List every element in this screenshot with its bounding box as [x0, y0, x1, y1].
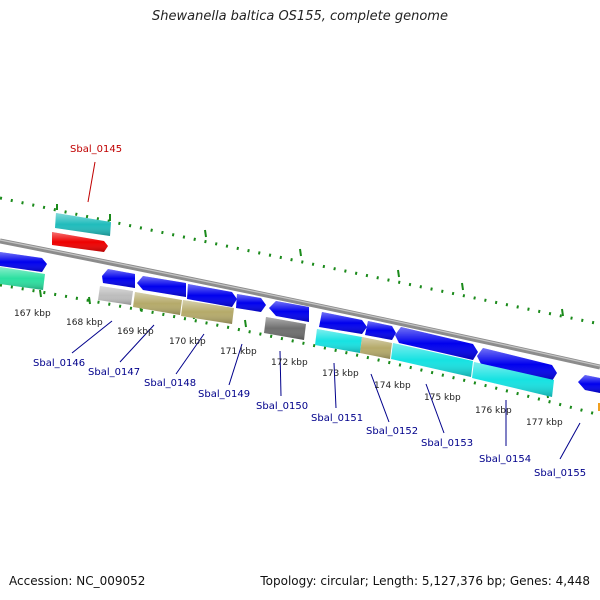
gene-sbal-0153-bar[interactable] [395, 327, 478, 360]
gene-sbal-0151-bar[interactable] [319, 312, 367, 334]
kbp-label: 171 kbp [220, 347, 257, 357]
gene-sbal-0147-bar[interactable] [137, 276, 186, 297]
feature-tan-3[interactable] [360, 337, 392, 359]
gene-label-sbal-0147[interactable]: Sbal_0147 [88, 367, 140, 378]
kbp-label: 174 kbp [374, 381, 411, 391]
gene-sbal-0146-bar[interactable] [102, 269, 135, 288]
gene-sbal-0145-bar[interactable] [52, 232, 108, 252]
gene-sbal-0155-bar[interactable] [578, 375, 600, 393]
outer-major-ticks [56, 204, 564, 317]
gene-label-sbal-0153[interactable]: Sbal_0153 [421, 438, 473, 449]
gene-label-sbal-0145[interactable]: Sbal_0145 [70, 144, 122, 155]
gene-left-blue[interactable] [0, 252, 47, 272]
kbp-label: 176 kbp [475, 406, 512, 416]
gene-label-sbal-0149[interactable]: Sbal_0149 [198, 389, 250, 400]
gene-label-sbal-0152[interactable]: Sbal_0152 [366, 426, 418, 437]
gene-teal-bar[interactable] [55, 213, 111, 236]
gene-sbal-0152-bar[interactable] [365, 321, 396, 340]
kbp-label: 173 kbp [322, 369, 359, 379]
feature-cyan-3[interactable] [472, 362, 554, 397]
kbp-label: 175 kbp [424, 393, 461, 403]
kbp-label: 177 kbp [526, 418, 563, 428]
feature-cyan-1[interactable] [315, 329, 362, 353]
gene-sbal-0154-bar[interactable] [477, 348, 557, 381]
kbp-label: 169 kbp [117, 327, 154, 337]
feature-tan-2[interactable] [181, 300, 234, 324]
feature-cyan-2[interactable] [391, 343, 473, 377]
gene-label-sbal-0150[interactable]: Sbal_0150 [256, 401, 308, 412]
kbp-label: 172 kbp [271, 358, 308, 368]
gene-sbal-0150-bar[interactable] [269, 301, 309, 322]
kbp-label: 167 kbp [14, 309, 51, 319]
gene-sbal-0148-bar[interactable] [187, 284, 237, 307]
kbp-label: 170 kbp [169, 337, 206, 347]
gene-label-sbal-0155[interactable]: Sbal_0155 [534, 468, 586, 479]
map-title: Shewanella baltica OS155, complete genom… [152, 9, 448, 24]
gene-left-green[interactable] [0, 267, 45, 290]
gene-label-sbal-0146[interactable]: Sbal_0146 [33, 358, 85, 369]
gene-label-sbal-0148[interactable]: Sbal_0148 [144, 378, 196, 389]
kbp-label: 168 kbp [66, 318, 103, 328]
gene-sbal-0149-bar[interactable] [236, 294, 266, 312]
genome-backbone [0, 238, 600, 370]
gene-label-sbal-0154[interactable]: Sbal_0154 [479, 454, 531, 465]
feature-silver[interactable] [98, 286, 133, 305]
gene-label-sbal-0151[interactable]: Sbal_0151 [311, 413, 363, 424]
label-callouts [71, 161, 581, 460]
accession-label: Accession: NC_009052 [9, 574, 146, 588]
feature-tan-1[interactable] [133, 292, 182, 315]
feature-dark-gray[interactable] [264, 317, 306, 340]
topology-label: Topology: circular; Length: 5,127,376 bp… [260, 574, 590, 588]
